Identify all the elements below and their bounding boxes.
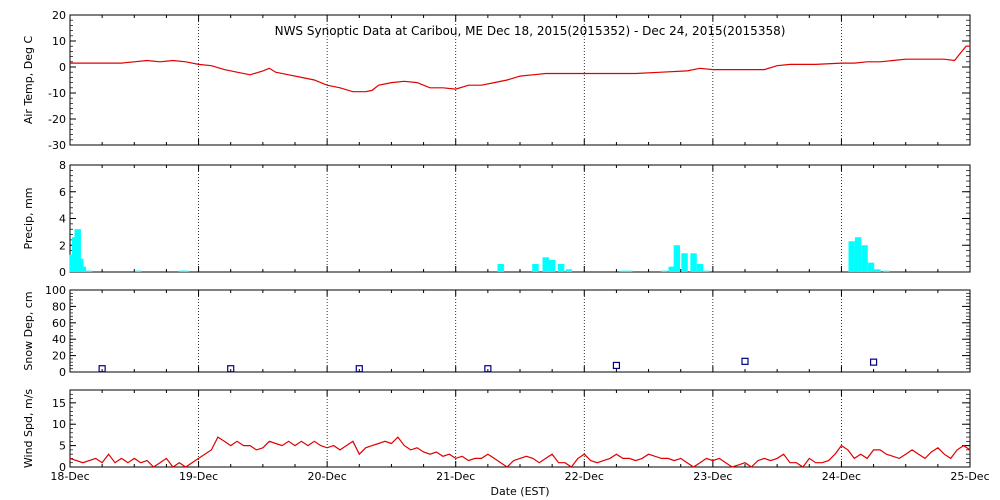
snow-depth-point xyxy=(227,365,235,373)
precip-bar xyxy=(497,263,504,272)
y-tick-label: 80 xyxy=(52,300,66,313)
precip-bar xyxy=(703,270,710,272)
precip-bar xyxy=(848,241,855,272)
y-axis-label: Precip, mm xyxy=(22,188,35,250)
precip-bar xyxy=(626,270,633,272)
air-temp-line xyxy=(70,45,970,93)
y-tick-label: 100 xyxy=(45,284,66,297)
precip-bar xyxy=(74,229,81,272)
precip-bar xyxy=(542,257,549,272)
precip-bar xyxy=(867,262,875,272)
precip-bar xyxy=(861,245,868,272)
y-tick-label: 6 xyxy=(59,186,66,199)
y-axis-label: Wind Spd, m/s xyxy=(22,389,35,469)
y-tick-label: 40 xyxy=(52,333,66,346)
precip-bar xyxy=(874,269,881,272)
x-tick-label: 23-Dec xyxy=(693,470,732,483)
precip-bar xyxy=(182,270,189,272)
y-tick-label: 0 xyxy=(59,61,66,74)
precip-bar xyxy=(690,253,697,272)
y-axis-label: Air Temp, Deg C xyxy=(22,36,35,125)
panel-2: 100 80 60 40 20 0 Snow Dep, cm xyxy=(22,284,971,379)
y-axis-label: Snow Dep, cm xyxy=(22,291,35,370)
snow-depth-point xyxy=(612,361,621,370)
x-tick-label: 22-Dec xyxy=(565,470,604,483)
precip-bar xyxy=(532,263,539,272)
y-tick-label: 10 xyxy=(52,418,66,431)
x-tick-label: 20-Dec xyxy=(308,470,347,483)
x-tick-label: 21-Dec xyxy=(436,470,475,483)
y-tick-label: -30 xyxy=(48,139,66,152)
y-tick-label: -20 xyxy=(48,113,66,126)
y-tick-label: 5 xyxy=(59,440,66,453)
y-tick-label: 20 xyxy=(52,350,66,363)
precip-bar xyxy=(77,258,84,272)
precip-bar xyxy=(668,266,675,272)
precip-bar xyxy=(79,266,87,272)
y-tick-label: 0 xyxy=(59,266,66,279)
y-tick-label: 2 xyxy=(59,239,66,252)
y-tick-label: 8 xyxy=(59,159,66,172)
panel-3: 15 10 5 0 Wind Spd, m/s xyxy=(22,389,971,474)
x-tick-label: 25-Dec xyxy=(950,470,989,483)
panel-1: 8 6 4 2 0 Precip, mm xyxy=(22,159,971,279)
y-tick-label: 60 xyxy=(52,317,66,330)
precip-bar xyxy=(178,270,186,272)
x-axis-label: Date (EST) xyxy=(490,485,549,498)
precip-bar xyxy=(681,253,688,272)
y-tick-label: 10 xyxy=(52,35,66,48)
precip-bar xyxy=(565,269,573,272)
wind-speed-line xyxy=(69,436,971,468)
snow-depth-point xyxy=(355,365,363,373)
precip-bar xyxy=(660,270,668,272)
precip-bar xyxy=(619,270,627,272)
y-tick-label: -10 xyxy=(48,87,66,100)
snow-depth-point xyxy=(98,365,106,373)
y-tick-label: 0 xyxy=(59,461,66,474)
x-tick-label: 19-Dec xyxy=(179,470,218,483)
precip-bar xyxy=(134,270,142,272)
y-tick-label: 15 xyxy=(52,397,66,410)
precip-bar xyxy=(854,237,862,272)
y-tick-label: 4 xyxy=(59,213,66,226)
x-tick-label: 18-Dec xyxy=(50,470,89,483)
precip-bar xyxy=(557,263,565,272)
snow-depth-point xyxy=(484,365,492,373)
precip-bar xyxy=(548,259,556,272)
chart-title: NWS Synoptic Data at Caribou, ME Dec 18,… xyxy=(275,24,786,38)
snow-depth-point xyxy=(869,358,878,366)
precip-bar xyxy=(673,245,681,272)
precip-bar xyxy=(86,270,93,272)
x-tick-label: 24-Dec xyxy=(822,470,861,483)
snow-depth-point xyxy=(741,357,749,365)
y-tick-label: 20 xyxy=(52,9,66,22)
panel-0: 20 10 0 -10 -20 -30 Air Temp, Deg C xyxy=(22,9,971,152)
precip-bar xyxy=(883,270,890,272)
y-tick-label: 0 xyxy=(59,366,66,379)
precip-bar xyxy=(696,263,704,272)
